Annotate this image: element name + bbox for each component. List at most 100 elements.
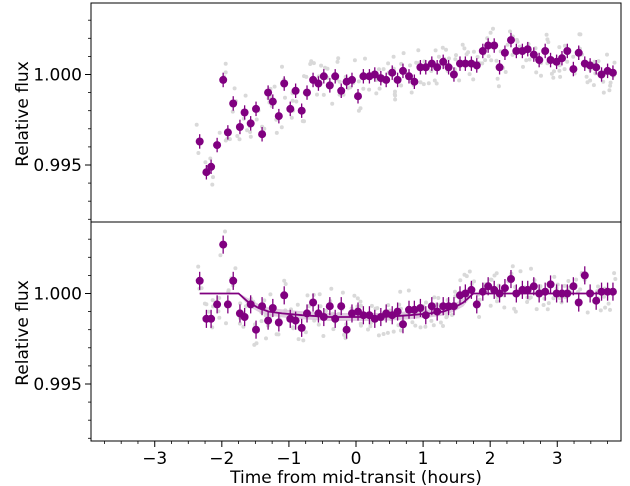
bottom-y-tick-label: 0.995 [33, 375, 82, 395]
top-raw-point [562, 43, 567, 48]
top-binned-point [274, 112, 283, 121]
bottom-raw-point [502, 305, 507, 310]
top-raw-point [330, 101, 335, 106]
bottom-raw-point [398, 328, 403, 333]
bottom-raw-point [445, 314, 449, 319]
bottom-binned-point [229, 276, 238, 285]
top-binned-point [223, 128, 232, 137]
bottom-binned-point [586, 289, 595, 298]
top-raw-point [302, 119, 306, 124]
bottom-raw-point [342, 332, 346, 337]
top-raw-point [409, 90, 414, 95]
bottom-binned-point [337, 302, 346, 311]
top-raw-point [527, 57, 532, 62]
top-raw-point [608, 80, 613, 85]
top-raw-point [210, 182, 215, 187]
bottom-raw-point [410, 320, 415, 325]
bottom-raw-point [358, 299, 363, 304]
top-binned-point [202, 168, 211, 177]
bottom-raw-point [252, 342, 257, 347]
top-raw-point [356, 108, 361, 113]
bottom-binned-point [319, 313, 328, 321]
top-raw-point [496, 84, 501, 89]
bottom-raw-point [375, 306, 380, 311]
top-binned-point [303, 88, 311, 97]
bottom-raw-point [510, 264, 515, 269]
bottom-axes-frame [90, 221, 622, 442]
bottom-binned-point [264, 316, 273, 325]
top-raw-point [494, 58, 499, 63]
top-raw-point [486, 54, 491, 59]
top-binned-point [348, 75, 356, 84]
top-binned-points [195, 32, 617, 180]
bottom-raw-point [385, 330, 390, 335]
top-binned-point [240, 108, 249, 117]
top-raw-point [374, 91, 379, 96]
bottom-raw-point [423, 324, 428, 329]
top-raw-point [337, 79, 342, 84]
bottom-binned-point [268, 304, 277, 312]
bottom-binned-point [348, 309, 356, 318]
bottom-binned-point [399, 320, 407, 329]
top-raw-point [279, 125, 284, 130]
bottom-binned-point [523, 285, 532, 294]
top-raw-point [227, 137, 232, 142]
top-raw-point [302, 74, 306, 79]
bottom-raw-point [331, 327, 336, 332]
top-binned-point [291, 86, 300, 95]
top-raw-point [416, 48, 421, 53]
top-binned-point [359, 72, 368, 81]
bottom-raw-point [441, 324, 445, 328]
bottom-binned-point [495, 289, 504, 298]
bottom-raw-point [233, 266, 238, 271]
bottom-binned-point [393, 307, 402, 316]
top-binned-point [325, 81, 334, 90]
top-raw-point [607, 88, 612, 93]
bottom-raw-point [291, 326, 296, 331]
top-raw-point [348, 85, 353, 90]
top-binned-point [268, 97, 277, 106]
top-raw-point [367, 87, 372, 92]
top-binned-point [219, 75, 228, 84]
top-binned-point [586, 61, 595, 70]
bottom-binned-point [569, 282, 578, 291]
top-binned-point [207, 162, 216, 171]
top-binned-point [546, 56, 555, 64]
bottom-binned-point [280, 291, 289, 300]
top-raw-point [401, 51, 406, 56]
bottom-raw-point [282, 278, 287, 283]
bottom-raw-point [381, 332, 386, 336]
top-binned-point [331, 72, 340, 81]
bottom-raw-point [218, 253, 223, 258]
bottom-raw-point [458, 278, 463, 283]
bottom-raw-point [528, 295, 533, 300]
bottom-raw-point [464, 274, 469, 279]
bottom-raw-point [217, 315, 222, 320]
bottom-raw-point [316, 322, 321, 327]
bottom-raw-point [534, 307, 539, 312]
bottom-raw-point [318, 304, 323, 309]
top-binned-point [319, 72, 328, 81]
top-raw-point [592, 59, 597, 64]
top-raw-point [319, 63, 324, 68]
bottom-raw-point [429, 318, 434, 323]
bottom-binned-point [433, 307, 442, 316]
top-raw-point [321, 92, 326, 97]
bottom-raw-point [438, 320, 443, 325]
bottom-raw-point [386, 303, 391, 308]
top-binned-point [195, 137, 204, 146]
top-raw-point [521, 64, 525, 69]
top-binned-point [495, 63, 504, 72]
top-raw-point [399, 83, 404, 88]
top-raw-point [280, 64, 284, 69]
bottom-raw-point [196, 264, 201, 269]
bottom-binned-point [478, 287, 487, 296]
top-raw-point [460, 42, 465, 47]
top-raw-point [434, 81, 439, 86]
top-raw-point [194, 122, 199, 127]
top-binned-point [382, 75, 391, 84]
top-raw-point [418, 80, 423, 85]
bottom-binned-point [421, 311, 430, 320]
bottom-raw-point [276, 332, 281, 337]
top-binned-point [264, 88, 273, 97]
